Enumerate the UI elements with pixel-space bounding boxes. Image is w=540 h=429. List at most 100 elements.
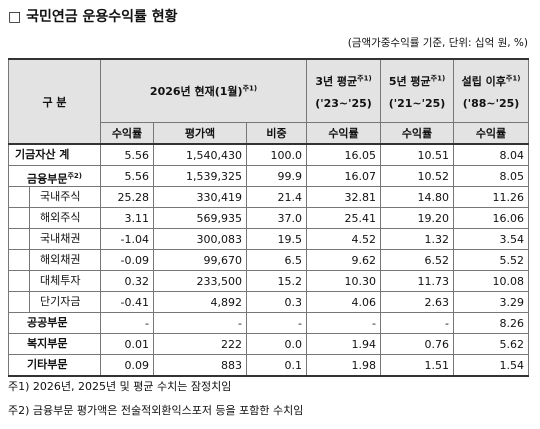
cell: 10.52	[380, 165, 454, 187]
head-note: 주1)	[357, 73, 372, 82]
row-label-cell: 복지부문	[8, 333, 101, 355]
cell: -1.04	[100, 228, 154, 250]
cell: 0.01	[100, 333, 154, 355]
row: 기타부문 0.09 883 0.1 1.98 1.51 1.54	[8, 354, 529, 377]
head-cell: 2026년 현재(1월)주1)	[100, 58, 307, 123]
head-cell: 5년 평균주1) ('21~'25)	[380, 58, 454, 123]
cell: 3.54	[453, 228, 529, 250]
cell: 10.51	[380, 143, 454, 166]
cell: -	[380, 312, 454, 334]
row-label-box: 복지부문	[9, 334, 100, 354]
cell: 37.0	[246, 207, 307, 229]
cell: 1,539,325	[153, 165, 247, 187]
row-label-cell: 금융부문주2)	[8, 165, 101, 187]
row-label-cell: 기금자산 계	[8, 143, 101, 166]
cell: 16.05	[306, 143, 381, 166]
row-label: 복지부문	[27, 337, 68, 350]
row: 복지부문 0.01 222 0.0 1.94 0.76 5.62	[8, 333, 529, 355]
cell: 11.26	[453, 186, 529, 208]
unit: (금액가중수익률 기준, 단위: 십억 원, %)	[347, 37, 528, 49]
row-label: 대체투자	[40, 274, 81, 287]
row-note: 주2)	[67, 172, 82, 180]
row-label: 공공부문	[27, 316, 68, 329]
cell: 25.28	[100, 186, 154, 208]
cell: 100.0	[246, 143, 307, 166]
row-label-box: 해외주식	[29, 208, 100, 228]
cell: 10.30	[306, 270, 381, 292]
cell: 8.26	[453, 312, 529, 334]
row-label: 기타부문	[27, 358, 68, 371]
cell: 32.81	[306, 186, 381, 208]
row-label-box: 기타부문	[9, 355, 100, 375]
row: 국내채권 -1.04 300,083 19.5 4.52 1.32 3.54	[8, 228, 529, 250]
column-header: 비중	[246, 122, 307, 145]
head-cell: 구 분	[8, 58, 101, 145]
cell: 569,935	[153, 207, 247, 229]
cell: -	[246, 312, 307, 334]
row: 기금자산 계 5.56 1,540,430 100.0 16.05 10.51 8.04	[8, 143, 529, 166]
row-label-cell: 해외주식	[8, 207, 101, 229]
table-head: 구 분 2026년 현재(1월)주1) 3년 평균주1) ('23~'25) 5년…	[8, 58, 529, 145]
cell: 1.32	[380, 228, 454, 250]
row-label-cell: 대체투자	[8, 270, 101, 292]
row: 공공부문 - - - - -8.26	[8, 312, 529, 334]
cell: 1.51	[380, 354, 454, 377]
row-label-cell: 기타부문	[8, 354, 101, 377]
footnote: 주1) 2026년, 2025년 및 평균 수치는 잠정치임	[8, 380, 232, 393]
cell: 0.76	[380, 333, 454, 355]
head-note: 주1)	[430, 73, 446, 82]
row: 금융부문주2) 5.56 1,539,325 99.9 16.07 10.52 8.05	[8, 165, 529, 187]
row-label: 국내주식	[40, 190, 81, 203]
row-label: 단기자금	[40, 295, 81, 308]
table-body: 기금자산 계 5.56 1,540,430 100.0 16.05 10.51 8.04 금융…	[8, 143, 529, 377]
cell: -	[153, 312, 247, 334]
cell: 0.32	[100, 270, 154, 292]
cell: 6.5	[246, 249, 307, 271]
cell: 14.80	[380, 186, 454, 208]
cell: 0.1	[246, 354, 307, 377]
cell: -0.41	[100, 291, 154, 313]
cell: 1.94	[306, 333, 381, 355]
head-label: 3년 평균	[315, 74, 358, 88]
row: 해외채권 -0.09 99,670 6.5 9.62 6.52 5.52	[8, 249, 529, 271]
row-label-box: 공공부문	[9, 313, 100, 333]
cell: 2.63	[380, 291, 454, 313]
cell: 5.62	[453, 333, 529, 355]
cell: 5.56	[100, 165, 154, 187]
column-header: 평가액	[153, 122, 247, 145]
head-row: 수익률 평가액 비중 수익률 수익률 수익률	[9, 122, 529, 145]
cell: 9.62	[306, 249, 381, 271]
row: 국내주식 25.28 330,419 21.4 32.81 14.80 11.26	[8, 186, 529, 208]
title: □ 국민연금 운용수익률 현황	[8, 9, 178, 25]
cell: 19.5	[246, 228, 307, 250]
row-label-box: 대체투자	[29, 271, 100, 291]
cell: 16.06	[453, 207, 529, 229]
row-label-cell: 국내채권	[8, 228, 101, 250]
cell: -	[100, 312, 154, 334]
cell: 4,892	[153, 291, 247, 313]
row-label: 기금자산 계	[15, 148, 70, 161]
head-period: ('21~'25)	[388, 96, 446, 110]
column-header: 수익률	[453, 122, 529, 145]
cell: 10.08	[453, 270, 529, 292]
cell: 300,083	[153, 228, 247, 250]
row-label: 금융부문	[27, 172, 68, 186]
row-label-cell: 공공부문	[8, 312, 101, 334]
row-label-cell: 해외채권	[8, 249, 101, 271]
row-label-cell: 국내주식	[8, 186, 101, 208]
row-label-box: 해외채권	[29, 250, 100, 270]
cell: 5.52	[453, 249, 529, 271]
cell: 0.09	[100, 354, 154, 377]
cell: 0.0	[246, 333, 307, 355]
column-header: 수익률	[306, 122, 381, 145]
cell: 3.29	[453, 291, 529, 313]
cell: 16.07	[306, 165, 381, 187]
cell: 0.3	[246, 291, 307, 313]
row-label: 해외주식	[40, 211, 81, 224]
row: 대체투자 0.32 233,500 15.2 10.30 11.73 10.08	[8, 270, 529, 292]
head-label: 5년 평균	[388, 74, 431, 88]
cell: 8.05	[453, 165, 529, 187]
row-label: 해외채권	[40, 253, 81, 266]
column-header: 수익률	[380, 122, 454, 145]
